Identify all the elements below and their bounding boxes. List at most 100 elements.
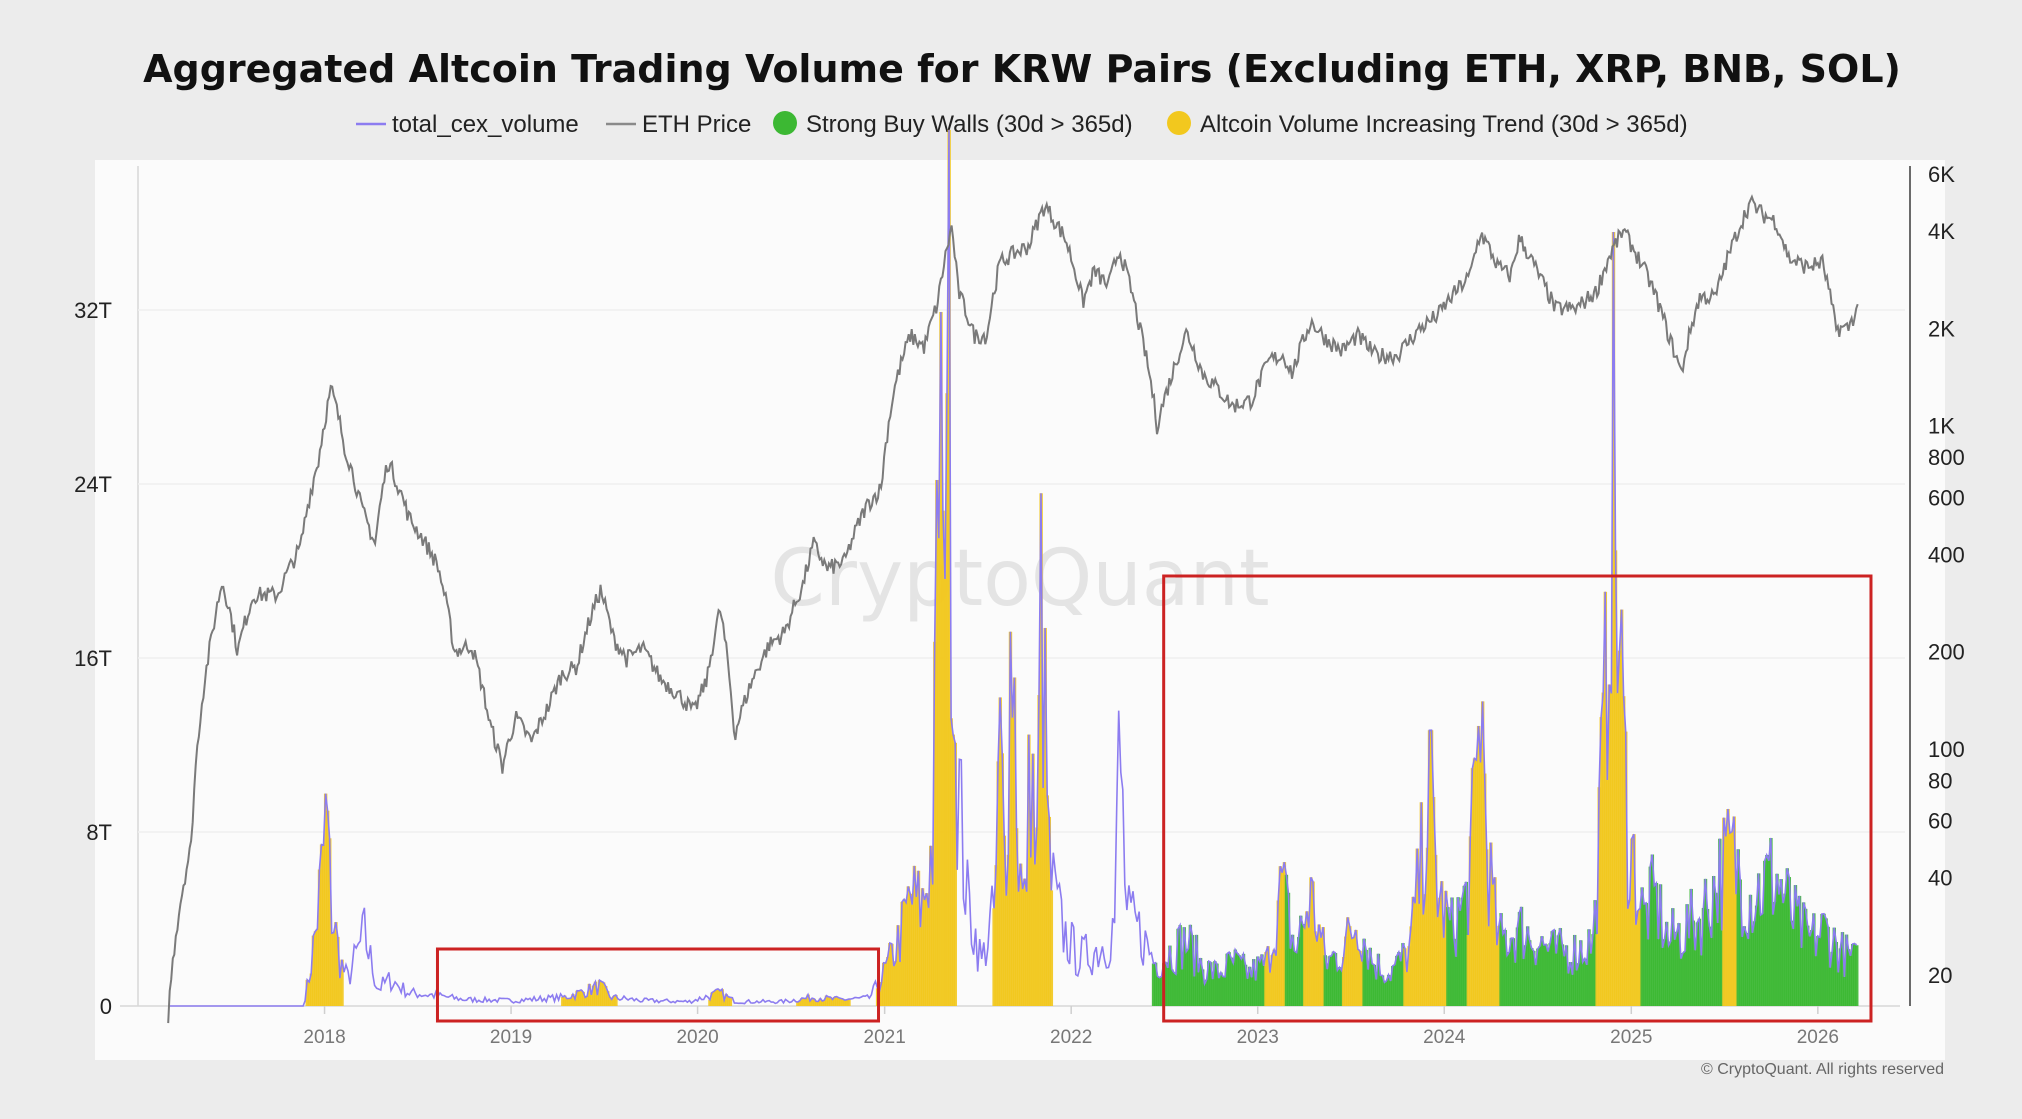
yellow-signal-bar bbox=[1268, 972, 1272, 1006]
copyright-text: © CryptoQuant. All rights reserved bbox=[1701, 1061, 1944, 1078]
yellow-signal-bar bbox=[1595, 934, 1599, 1006]
y-right-tick-label: 2K bbox=[1928, 316, 1955, 341]
green-signal-bar bbox=[1368, 947, 1372, 1006]
yellow-signal-bar bbox=[1429, 730, 1434, 1006]
yellow-signal-bar bbox=[724, 994, 729, 1006]
green-signal-bar bbox=[1791, 929, 1796, 1006]
green-signal-bar bbox=[1593, 900, 1597, 1006]
green-signal-bar bbox=[1260, 954, 1264, 1006]
yellow-signal-bar bbox=[890, 943, 894, 1006]
yellow-signal-bar bbox=[902, 899, 906, 1006]
green-signal-bar bbox=[1836, 972, 1841, 1006]
y-right-tick-label: 100 bbox=[1928, 737, 1965, 762]
legend-label-volume[interactable]: total_cex_volume bbox=[392, 111, 579, 138]
green-signal-bar bbox=[1830, 951, 1834, 1006]
green-signal-bar bbox=[1705, 909, 1710, 1006]
green-signal-bar bbox=[1155, 976, 1160, 1006]
eth-price-line bbox=[167, 194, 1859, 1024]
green-signal-bar bbox=[1258, 961, 1262, 1006]
green-signal-bar bbox=[1382, 982, 1387, 1006]
green-signal-bar bbox=[1844, 934, 1849, 1006]
yellow-signal-bar bbox=[924, 893, 929, 1006]
yellow-signal-bar bbox=[832, 997, 837, 1006]
green-signal-bar bbox=[1395, 955, 1399, 1006]
y-right-tick-label: 4K bbox=[1928, 219, 1955, 244]
green-signal-bar bbox=[1399, 961, 1403, 1006]
y-axis-right: 20 40 60 80 100 200 400 600 800 1K 2K 4K 6K bbox=[1928, 162, 1965, 988]
green-signal-bar bbox=[1720, 930, 1724, 1006]
legend-label-eth[interactable]: ETH Price bbox=[642, 111, 751, 138]
yellow-signal-bar bbox=[1341, 957, 1346, 1006]
yellow-signal-bar bbox=[309, 973, 314, 1006]
yellow-signal-bar bbox=[1000, 753, 1004, 1006]
yellow-signal-bar bbox=[1619, 609, 1624, 1006]
green-signal-bar bbox=[1664, 921, 1669, 1006]
yellow-signal-bar bbox=[567, 998, 571, 1006]
green-signal-bar bbox=[1297, 937, 1301, 1006]
yellow-signal-bar bbox=[1491, 884, 1495, 1006]
yellow-signal-bar bbox=[1321, 927, 1325, 1006]
green-signal-bar bbox=[1335, 970, 1340, 1006]
green-signal-bar bbox=[1793, 885, 1798, 1006]
yellow-signal-bar bbox=[612, 995, 616, 1006]
legend-label-green[interactable]: Strong Buy Walls (30d > 365d) bbox=[806, 111, 1133, 138]
legend-label-yellow[interactable]: Altcoin Volume Increasing Trend (30d > 3… bbox=[1200, 111, 1688, 138]
green-signal-bar bbox=[1842, 976, 1847, 1006]
yellow-signal-bar bbox=[808, 1000, 812, 1006]
yellow-signal-bar bbox=[879, 981, 884, 1006]
green-signal-bar bbox=[1391, 966, 1395, 1006]
green-signal-bar bbox=[1812, 913, 1816, 1006]
green-signal-bar bbox=[1756, 873, 1761, 1006]
green-signal-bar bbox=[1654, 883, 1659, 1006]
yellow-signal-bar bbox=[839, 998, 843, 1006]
green-signal-bar bbox=[1761, 913, 1765, 1006]
yellow-signal-bar bbox=[307, 981, 312, 1006]
green-signal-bar bbox=[1658, 884, 1663, 1006]
yellow-signal-bar bbox=[587, 983, 592, 1006]
green-signal-bar bbox=[1683, 951, 1687, 1006]
green-signal-bar bbox=[1166, 967, 1170, 1006]
yellow-signal-bar bbox=[1276, 900, 1280, 1006]
yellow-signal-bar bbox=[1613, 550, 1618, 1006]
yellow-signal-bar bbox=[1601, 692, 1605, 1006]
y-right-tick-label: 6K bbox=[1928, 162, 1955, 187]
yellow-signal-bar bbox=[591, 985, 596, 1006]
green-signal-bar bbox=[1174, 974, 1178, 1006]
green-signal-bar bbox=[1454, 956, 1458, 1006]
green-signal-bar bbox=[1333, 952, 1338, 1006]
green-signal-bar bbox=[1525, 926, 1530, 1006]
green-signal-bar bbox=[1448, 920, 1452, 1006]
green-signal-bar bbox=[1192, 976, 1197, 1006]
green-signal-bar bbox=[1673, 939, 1677, 1006]
yellow-signal-bar bbox=[1004, 895, 1009, 1006]
yellow-signal-bar bbox=[894, 960, 898, 1006]
yellow-signal-bar bbox=[1035, 827, 1039, 1006]
yellow-signal-bar bbox=[1037, 695, 1041, 1006]
yellow-signal-bar bbox=[1421, 914, 1426, 1006]
yellow-signal-bar bbox=[845, 999, 849, 1006]
green-signal-bar bbox=[1846, 949, 1851, 1006]
green-signal-bar bbox=[1840, 932, 1845, 1006]
green-signal-bar bbox=[1337, 967, 1342, 1006]
green-signal-bar bbox=[1789, 920, 1794, 1006]
green-signal-bar bbox=[1323, 955, 1327, 1006]
x-tick-label: 2021 bbox=[864, 1027, 906, 1048]
green-signal-bar bbox=[1450, 897, 1454, 1006]
yellow-signal-bar bbox=[1419, 802, 1424, 1006]
yellow-signal-bar bbox=[1436, 917, 1440, 1006]
yellow-signal-bar bbox=[1632, 834, 1636, 1006]
green-signal-bar bbox=[1370, 963, 1374, 1006]
green-signal-bar bbox=[1707, 926, 1712, 1006]
yellow-signal-bar bbox=[338, 978, 342, 1006]
green-signal-bar bbox=[1777, 894, 1781, 1006]
green-signal-bar bbox=[1540, 936, 1544, 1006]
green-signal-bar bbox=[1380, 975, 1385, 1006]
yellow-signal-bar bbox=[614, 995, 618, 1006]
green-signal-bar bbox=[1546, 951, 1550, 1006]
green-signal-bar bbox=[1374, 979, 1379, 1006]
green-signal-bar bbox=[1534, 965, 1538, 1006]
yellow-signal-bar bbox=[1041, 788, 1045, 1006]
yellow-signal-bar bbox=[340, 959, 344, 1006]
green-signal-bar bbox=[1397, 952, 1401, 1006]
yellow-signal-bar bbox=[931, 884, 935, 1006]
